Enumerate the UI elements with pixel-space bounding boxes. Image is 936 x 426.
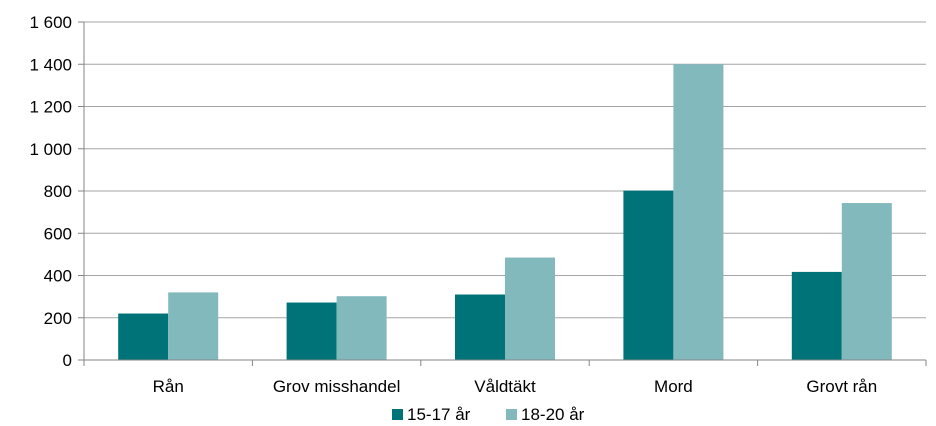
bars	[118, 64, 892, 360]
bar-2-2	[336, 296, 387, 360]
y-tick-label: 0	[63, 351, 72, 370]
y-tick-label: 1 000	[29, 140, 72, 159]
y-tick-label: 1 400	[29, 55, 72, 74]
bar-2-5	[841, 203, 892, 360]
x-tick-label: Grovt rån	[806, 377, 877, 396]
x-axis-ticks: Rån Grov misshandel Våldtäkt Mord Grovt rån	[83, 360, 927, 396]
legend-swatch-2	[506, 409, 517, 420]
legend-swatch-1	[392, 409, 403, 420]
y-axis-ticks: 0 200 400 600 800 1 000 1 200 1 400 1 600	[29, 13, 84, 370]
bar-2-1	[168, 292, 219, 360]
bar-1-1	[118, 313, 169, 360]
bar-2-3	[505, 257, 555, 360]
x-tick-label: Mord	[654, 377, 693, 396]
y-tick-label: 600	[44, 224, 72, 243]
bar-1-3	[455, 294, 505, 360]
y-tick-label: 400	[44, 267, 72, 286]
y-tick-label: 1 200	[29, 98, 72, 117]
bar-1-5	[791, 271, 842, 360]
bar-1-2	[286, 302, 337, 360]
y-tick-label: 800	[44, 182, 72, 201]
y-tick-label: 200	[44, 309, 72, 328]
x-tick-label: Våldtäkt	[474, 377, 536, 396]
x-tick-label: Grov misshandel	[273, 377, 401, 396]
gridlines	[84, 21, 926, 319]
bar-1-4	[623, 190, 674, 360]
x-tick-label: Rån	[153, 377, 184, 396]
y-tick-label: 1 600	[29, 13, 72, 32]
legend: 15-17 år 18-20 år	[392, 405, 585, 424]
bar-2-4	[673, 64, 724, 360]
legend-label-2: 18-20 år	[521, 405, 585, 424]
legend-label-1: 15-17 år	[407, 405, 471, 424]
